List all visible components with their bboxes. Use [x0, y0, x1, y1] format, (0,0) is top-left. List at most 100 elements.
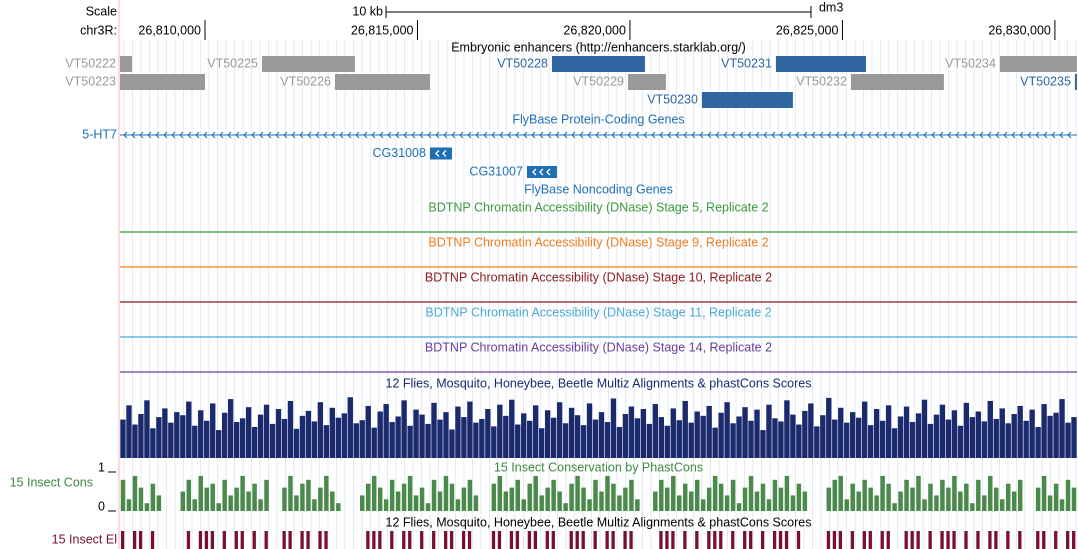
signal-bar [599, 491, 604, 511]
signal-bar [628, 406, 635, 458]
signal-bar [126, 499, 132, 511]
conserved-element [193, 531, 196, 549]
signal-bar [659, 479, 664, 511]
strand-arrow [435, 150, 440, 157]
enhancer-label: VT50232 [796, 74, 847, 88]
signal-bar [168, 422, 174, 458]
conserved-element [252, 531, 256, 549]
gene-exon [429, 147, 452, 160]
signal-bar [933, 414, 940, 458]
conserved-element [300, 531, 304, 549]
signal-bar [1017, 405, 1023, 458]
signal-bar [909, 422, 916, 458]
conserved-element [198, 531, 203, 549]
signal-bar [964, 483, 969, 511]
signal-bar [670, 408, 676, 458]
signal-bar [491, 426, 497, 458]
signal-bar [862, 479, 867, 511]
signal-bar [491, 483, 497, 511]
track-title: BDTNP Chromatin Accessibility (DNase) St… [428, 200, 768, 214]
strand-arrow [779, 131, 784, 139]
signal-bar [634, 418, 641, 458]
signal-bar [569, 483, 574, 511]
signal-bar [927, 423, 934, 458]
signal-bar [766, 499, 772, 511]
enhancer [627, 74, 666, 90]
conserved-element [952, 531, 956, 549]
conserved-element [408, 531, 412, 549]
strand-arrow [235, 131, 240, 139]
ruler-tick-label: 26,810,000 [138, 23, 201, 37]
signal-bar [365, 405, 371, 458]
strand-arrow [523, 131, 528, 139]
track-title: BDTNP Chromatin Accessibility (DNase) St… [425, 270, 772, 284]
signal-bar [413, 495, 419, 511]
signal-bar [174, 412, 180, 458]
signal-bar [658, 417, 664, 458]
signal-bar [766, 404, 772, 458]
conserved-element [784, 531, 789, 549]
strand-arrow [427, 131, 432, 139]
strand-arrow [851, 131, 856, 139]
strand-arrow [275, 131, 280, 139]
signal-bar [132, 424, 138, 458]
conserved-element [486, 531, 489, 549]
signal-bar [227, 399, 234, 458]
strand-arrow [219, 131, 224, 139]
signal-bar [646, 423, 653, 458]
enhancer [1074, 74, 1077, 90]
signal-bar [186, 479, 192, 511]
strand-arrow [843, 131, 848, 139]
conserved-element [414, 531, 417, 549]
conserved-element [312, 531, 315, 549]
signal-bar [312, 499, 317, 511]
conserved-element [432, 531, 436, 549]
signal-bar [880, 475, 885, 511]
strand-arrow [795, 131, 800, 139]
strand-arrow [1043, 131, 1048, 139]
signal-bar [252, 483, 257, 511]
signal-bar [605, 475, 610, 511]
signal-bar [401, 400, 407, 458]
conserved-element [791, 531, 794, 549]
signal-bar [449, 483, 455, 511]
strand-arrow [475, 131, 480, 139]
strand-arrow [131, 131, 136, 139]
conserved-element [426, 531, 429, 549]
signal-bar [359, 420, 365, 458]
conserved-element [958, 531, 961, 549]
strand-arrow [1035, 131, 1040, 139]
conserved-element [145, 531, 148, 549]
conserved-element [491, 531, 496, 549]
conserved-element [378, 531, 382, 549]
signal-bar [700, 499, 706, 511]
signal-bar [336, 503, 341, 511]
conserved-element [330, 531, 333, 549]
signal-bar [855, 417, 862, 458]
conserved-element [701, 531, 704, 549]
signal-bar [138, 487, 144, 511]
strand-arrow [899, 131, 904, 139]
conserved-element [994, 531, 998, 549]
strand-arrow [643, 131, 648, 139]
signal-bar [365, 483, 371, 511]
signal-bar [233, 422, 240, 458]
signal-bar [192, 499, 198, 511]
signal-bar [425, 503, 431, 511]
signal-bar [485, 409, 491, 458]
signal-bar [897, 416, 904, 458]
conserved-element [593, 531, 597, 549]
conserved-element [1030, 531, 1033, 549]
signal-bar [1071, 487, 1077, 511]
signal-bar [198, 410, 204, 458]
signal-bar [856, 491, 861, 511]
strand-arrow [299, 131, 304, 139]
strand-arrow [1059, 131, 1064, 139]
signal-bar [461, 487, 467, 511]
conserved-element [862, 531, 866, 549]
strand-arrow [563, 131, 568, 139]
strand-arrow [459, 131, 464, 139]
conserved-element [982, 531, 985, 549]
conserved-element [904, 531, 908, 549]
conserved-element [522, 531, 525, 549]
